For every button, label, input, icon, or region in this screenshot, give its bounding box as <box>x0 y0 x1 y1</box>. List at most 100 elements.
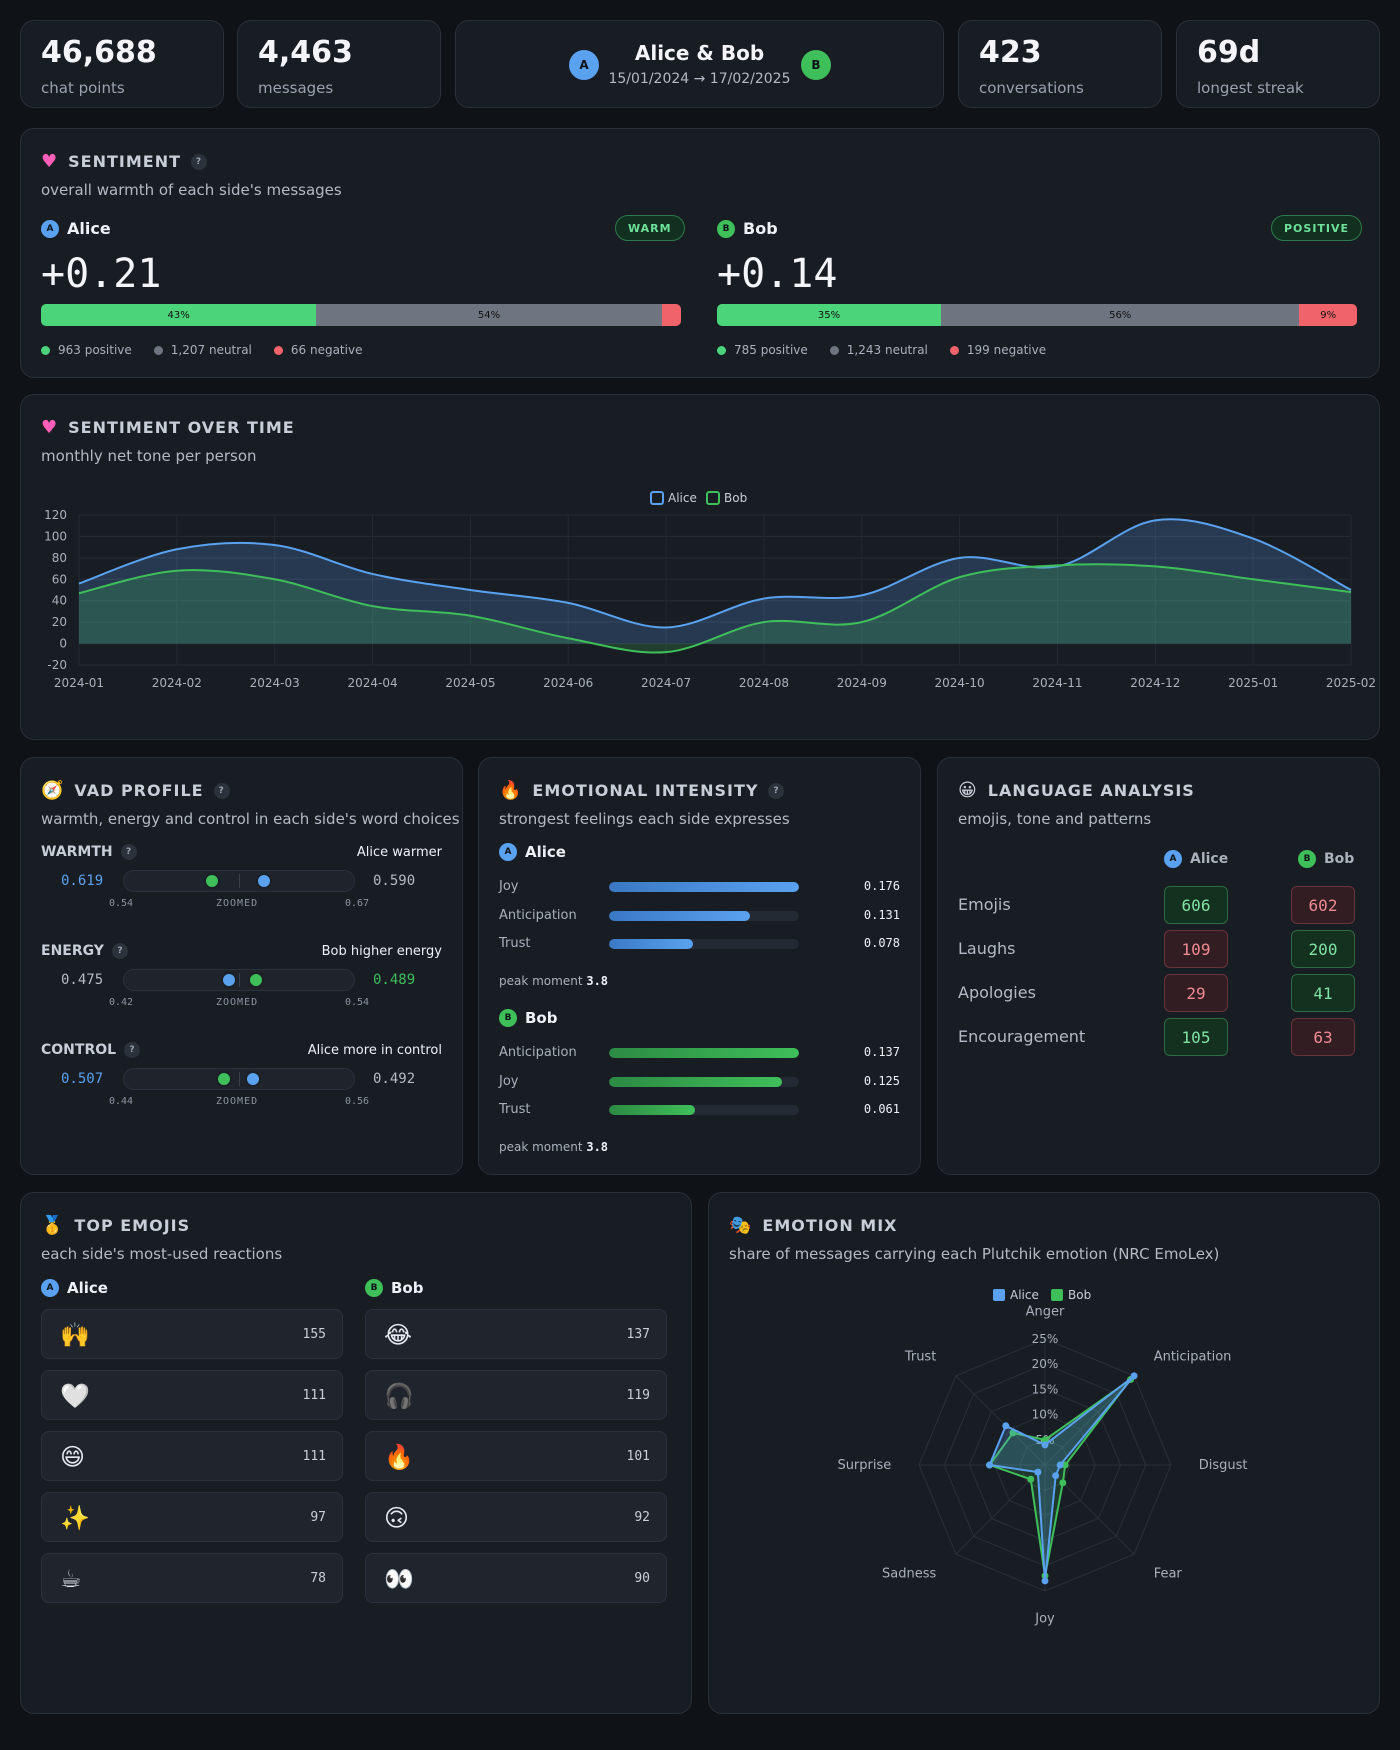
x-tick-label: 2024-04 <box>347 676 397 690</box>
vad-track <box>123 1068 355 1090</box>
vad-marker-bob <box>204 873 221 889</box>
y-tick-label: 120 <box>44 508 67 522</box>
emoji-item-alice: 🤍 111 <box>41 1370 343 1420</box>
heart-icon: ♥ <box>41 151 59 172</box>
help-icon[interactable]: ? <box>124 1042 141 1058</box>
emoji-glyph: 🙌 <box>60 1321 90 1349</box>
status-badge: WARM <box>615 215 685 241</box>
stat-label: conversations <box>979 79 1084 97</box>
bar-neutral: 54% <box>316 304 662 326</box>
intensity-track <box>609 910 799 921</box>
vad-marker-bob <box>248 972 265 988</box>
intensity-fill <box>609 910 750 921</box>
peak-moment-bob: peak moment 3.8 <box>499 1140 609 1154</box>
stat-card-conversations: 423 conversations <box>958 20 1162 108</box>
radar-tick-label: 10% <box>1032 1408 1059 1422</box>
person-bob: B Bob <box>365 1279 423 1297</box>
x-tick-label: 2024-06 <box>543 676 593 690</box>
avatar-bob: B <box>499 1009 517 1027</box>
language-row-label: Laughs <box>958 939 1016 958</box>
legend-label[interactable]: Bob <box>724 491 747 505</box>
person-alice: A Alice <box>41 1279 108 1297</box>
panel-subtitle: monthly net tone per person <box>41 447 257 465</box>
legend-label[interactable]: Bob <box>1068 1288 1091 1302</box>
emoji-count: 155 <box>302 1327 326 1342</box>
emoji-glyph: ✨ <box>60 1504 90 1532</box>
stat-card-streak: 69d longest streak <box>1176 20 1380 108</box>
emoji-count: 78 <box>310 1571 326 1586</box>
panel-title: 😀 LANGUAGE ANALYSIS <box>958 780 1195 801</box>
count-positive: 963 positive <box>41 343 132 357</box>
emoji-glyph: 😂 <box>384 1321 413 1349</box>
intensity-fill <box>609 939 693 949</box>
radar-tick-label: 25% <box>1032 1332 1059 1346</box>
panel-title: 🧭 VAD PROFILE ? <box>41 780 230 801</box>
sentiment-score-alice: +0.21 <box>41 251 162 297</box>
vad-value-left: 0.507 <box>61 1071 104 1087</box>
emotion-name: Trust <box>499 936 531 951</box>
vad-scale-max: 0.56 <box>345 1096 370 1107</box>
x-tick-label: 2025-02 <box>1326 676 1376 690</box>
emoji-count: 97 <box>310 1510 326 1525</box>
avatar-alice: A <box>569 50 599 80</box>
emoji-count: 90 <box>634 1571 650 1586</box>
count-negative: 66 negative <box>273 343 362 357</box>
x-tick-label: 2025-01 <box>1228 676 1278 690</box>
avatar-bob: B <box>365 1279 383 1297</box>
emoji-item-alice: 😄 111 <box>41 1431 343 1481</box>
bar-negative <box>661 304 681 326</box>
legend-label[interactable]: Alice <box>1010 1288 1039 1302</box>
panel-title: ♥ SENTIMENT OVER TIME <box>41 417 295 438</box>
status-badge: POSITIVE <box>1271 215 1363 241</box>
help-icon[interactable]: ? <box>111 943 128 959</box>
panel-subtitle: share of messages carrying each Plutchik… <box>729 1245 1220 1263</box>
radar-axis-label: Disgust <box>1199 1458 1248 1473</box>
sentiment-bar-bob: 35% 56% 9% <box>717 304 1357 326</box>
avatar-alice: A <box>41 1279 59 1297</box>
emoji-count: 111 <box>302 1388 326 1403</box>
emotion-name: Anticipation <box>499 907 577 923</box>
vad-value-right: 0.492 <box>373 1071 416 1087</box>
intensity-track <box>609 1105 799 1115</box>
x-tick-label: 2024-12 <box>1130 676 1180 690</box>
x-tick-label: 2024-11 <box>1032 676 1082 690</box>
panel-subtitle: strongest feelings each side expresses <box>499 810 790 828</box>
radar-point-alice <box>1130 1372 1138 1380</box>
help-icon[interactable]: ? <box>120 844 137 860</box>
avatar-alice: A <box>1164 850 1182 868</box>
legend-swatch[interactable] <box>650 491 664 505</box>
medal-icon: 🥇 <box>41 1215 65 1236</box>
radar-axis-label: Fear <box>1154 1567 1183 1582</box>
emotion-name: Joy <box>499 1073 519 1089</box>
legend-swatch[interactable] <box>706 491 720 505</box>
vad-marker-bob <box>215 1071 232 1087</box>
radar-axis-label: Anticipation <box>1154 1349 1232 1364</box>
person-alice: A Alice <box>499 843 566 861</box>
count-negative: 199 negative <box>949 343 1046 357</box>
series-line-alice <box>78 518 1352 629</box>
help-icon[interactable]: ? <box>191 153 208 170</box>
bar-positive: 35% <box>717 304 941 326</box>
legend-swatch[interactable] <box>993 1289 1005 1301</box>
sentiment-score-bob: +0.14 <box>717 251 838 297</box>
emoji-count: 119 <box>626 1388 650 1403</box>
help-icon[interactable]: ? <box>768 782 785 799</box>
language-value-alice: 606 <box>1164 886 1228 924</box>
emoji-item-alice: 🙌 155 <box>41 1309 343 1359</box>
count-neutral: 1,207 neutral <box>153 343 252 357</box>
legend-swatch[interactable] <box>1051 1289 1063 1301</box>
panel-title: ♥ SENTIMENT ? <box>41 151 208 172</box>
vad-panel: 🧭 VAD PROFILE ? warmth, energy and contr… <box>20 757 463 1175</box>
x-tick-label: 2024-03 <box>250 676 300 690</box>
emoji-glyph: 🎧 <box>384 1382 414 1410</box>
emoji-count: 137 <box>626 1327 650 1342</box>
legend-label[interactable]: Alice <box>668 491 697 505</box>
help-icon[interactable]: ? <box>213 782 230 799</box>
intensity-row: Trust 0.078 <box>499 935 900 953</box>
intensity-track <box>609 939 799 949</box>
y-tick-label: 40 <box>52 594 67 608</box>
track-center-mark <box>239 1072 240 1086</box>
vad-metric-name: WARMTH <box>41 844 113 860</box>
radar-point-bob <box>1061 1461 1069 1469</box>
intensity-value: 0.131 <box>863 907 900 922</box>
